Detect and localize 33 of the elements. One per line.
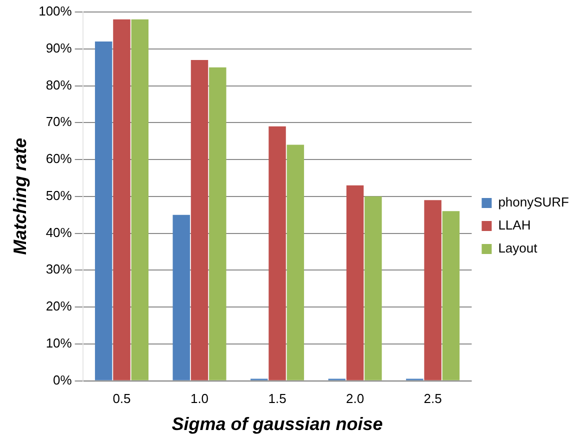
legend-label: phonySURF: [498, 194, 570, 210]
y-axis-title: Matching rate: [10, 138, 30, 255]
legend-label: Layout: [498, 240, 538, 256]
bar: [113, 19, 130, 380]
y-tick-label: 80%: [46, 77, 72, 92]
bar: [131, 19, 148, 380]
x-tick-label: 1.5: [268, 391, 286, 406]
bar: [172, 214, 190, 380]
legend-label: LLAH: [498, 218, 531, 233]
bar: [346, 185, 364, 380]
x-tick-label: 0.5: [112, 391, 131, 406]
bar: [94, 42, 112, 380]
bar: [364, 196, 382, 380]
y-tick-label: 20%: [46, 298, 72, 314]
y-tick-label: 10%: [46, 336, 72, 350]
bar: [286, 144, 304, 380]
y-tick-label: 90%: [46, 40, 72, 56]
x-axis-title: Sigma of gaussian noise: [172, 414, 383, 434]
x-tick-label: 2.0: [346, 391, 364, 406]
y-tick-label: 40%: [46, 224, 72, 240]
bar: [209, 67, 226, 380]
bar: [424, 200, 442, 380]
x-tick-label: 1.0: [190, 391, 209, 406]
y-tick-label: 30%: [46, 262, 72, 277]
y-tick-label: 100%: [38, 4, 72, 19]
bar: [268, 126, 286, 380]
x-tick-label: 2.5: [424, 391, 442, 406]
y-tick-label: 70%: [46, 114, 72, 130]
bar: [442, 211, 460, 380]
bar: [190, 60, 208, 380]
y-tick-label: 60%: [46, 151, 72, 166]
y-tick-label: 50%: [46, 188, 72, 203]
y-tick-label: 0%: [53, 372, 72, 388]
